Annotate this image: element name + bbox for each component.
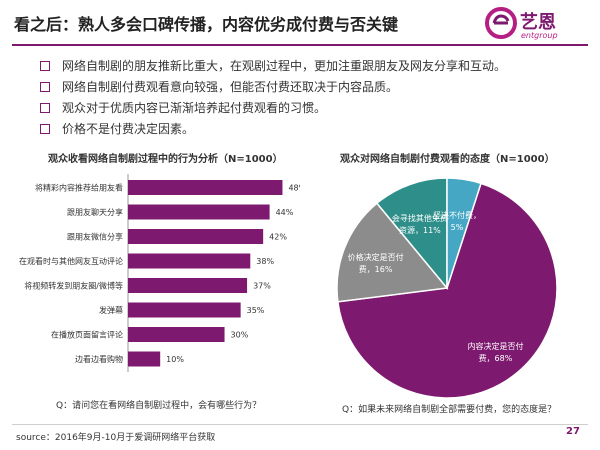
bar — [128, 327, 225, 342]
category-label: 在播放页面留言评论 — [51, 330, 123, 340]
list-item: 观众对于优质内容已渐渐培养起付费观看的习惯。 — [40, 97, 580, 118]
source-note: source：2016年9月-10月于爱调研网络平台获取 — [16, 433, 216, 443]
slice-label: 资源，11% — [399, 225, 441, 235]
slice-label: 5% — [451, 223, 464, 232]
list-item: 网络自制剧付费观看意向较强，但能否付费还取决于内容品质。 — [40, 76, 580, 97]
value-label: 35% — [247, 306, 265, 315]
bullet-text: 观众对于优质内容已渐渐培养起付费观看的习惯。 — [62, 101, 327, 115]
bar — [128, 253, 251, 269]
logo-subtext: entgroup — [521, 31, 558, 40]
bar — [128, 302, 241, 318]
bullet-list: 网络自制剧的朋友推新比重大，在观剧过程中，更加注重跟朋友及网友分享和互动。 网络… — [40, 55, 580, 139]
square-bullet-icon — [40, 81, 50, 92]
list-item: 价格不是付费决定因素。 — [40, 118, 580, 139]
slice-label: 价格决定是否付 — [348, 252, 404, 262]
logo-icon — [485, 7, 517, 39]
pie-chart-title: 观众对网络自制剧付费观看的态度（N=1000） — [340, 154, 555, 165]
pie-slice — [336, 202, 449, 303]
square-bullet-icon — [40, 123, 50, 134]
pie-chart-question: Q：如果未来网络自制剧全部需要付费，您的态度是？ — [342, 405, 557, 415]
page-number: 27 — [566, 426, 580, 437]
logo-text: 艺恩 — [520, 12, 556, 33]
page-title: 看之后：熟人多会口碑传播，内容优劣成付费与否关键 — [14, 15, 399, 34]
bar — [128, 229, 264, 244]
header: 看之后：熟人多会口碑传播，内容优劣成付费与否关键 艺恩 entgroup — [0, 0, 600, 44]
square-bullet-icon — [40, 60, 50, 71]
value-label: 42% — [269, 233, 287, 242]
pie-slice — [337, 182, 558, 399]
bar — [128, 351, 161, 367]
pie-slice — [446, 177, 482, 289]
value-label: 48% — [288, 184, 300, 193]
value-label: 38% — [256, 257, 274, 266]
slice-label: 内容决定是否付 — [467, 341, 523, 351]
value-label: 30% — [231, 331, 249, 340]
category-label: 发弹幕 — [99, 305, 123, 315]
logo: 艺恩 entgroup — [484, 6, 594, 42]
slice-label: 费，68% — [479, 353, 513, 363]
category-label: 将精彩内容推荐给朋友看 — [35, 183, 123, 193]
slice-label: 坚决不付费， — [433, 210, 481, 220]
bullet-text: 价格不是付费决定因素。 — [62, 122, 195, 136]
slice-label: 会寻找其他免费 — [392, 213, 448, 223]
bar-chart: 将精彩内容推荐给朋友看 48% 跟朋友聊天分享 44% 跟朋友微信分享 42% 在观看时与其… — [19, 174, 300, 372]
footer-divider — [12, 424, 588, 425]
category-label: 将视频转发到朋友圈/微博等 — [24, 281, 123, 291]
category-label: 跟朋友微信分享 — [67, 232, 123, 242]
category-label: 边看边看购物 — [75, 354, 123, 364]
bar — [128, 180, 283, 195]
slice-label: 费，16% — [359, 264, 393, 274]
square-bullet-icon — [40, 102, 50, 113]
value-label: 10% — [166, 355, 184, 364]
value-label: 44% — [276, 208, 294, 217]
value-label: 37% — [253, 282, 271, 291]
bar — [128, 204, 270, 220]
bar — [128, 278, 248, 293]
bar-chart-title: 观众收看网络自制剧过程中的行为分析（N=1000） — [48, 154, 283, 165]
bullet-text: 网络自制剧付费观看意向较强，但能否付费还取决于内容品质。 — [62, 80, 399, 94]
category-label: 在观看时与其他网友互动评论 — [19, 256, 123, 266]
pie-slice — [375, 177, 448, 291]
bar-chart-question: Q：请问您在看网络自制剧过程中，会有哪些行为？ — [56, 401, 262, 411]
category-label: 跟朋友聊天分享 — [67, 207, 123, 217]
bullet-text: 网络自制剧的朋友推新比重大，在观剧过程中，更加注重跟朋友及网友分享和互动。 — [62, 59, 507, 73]
header-divider — [12, 44, 588, 46]
list-item: 网络自制剧的朋友推新比重大，在观剧过程中，更加注重跟朋友及网友分享和互动。 — [40, 55, 580, 76]
